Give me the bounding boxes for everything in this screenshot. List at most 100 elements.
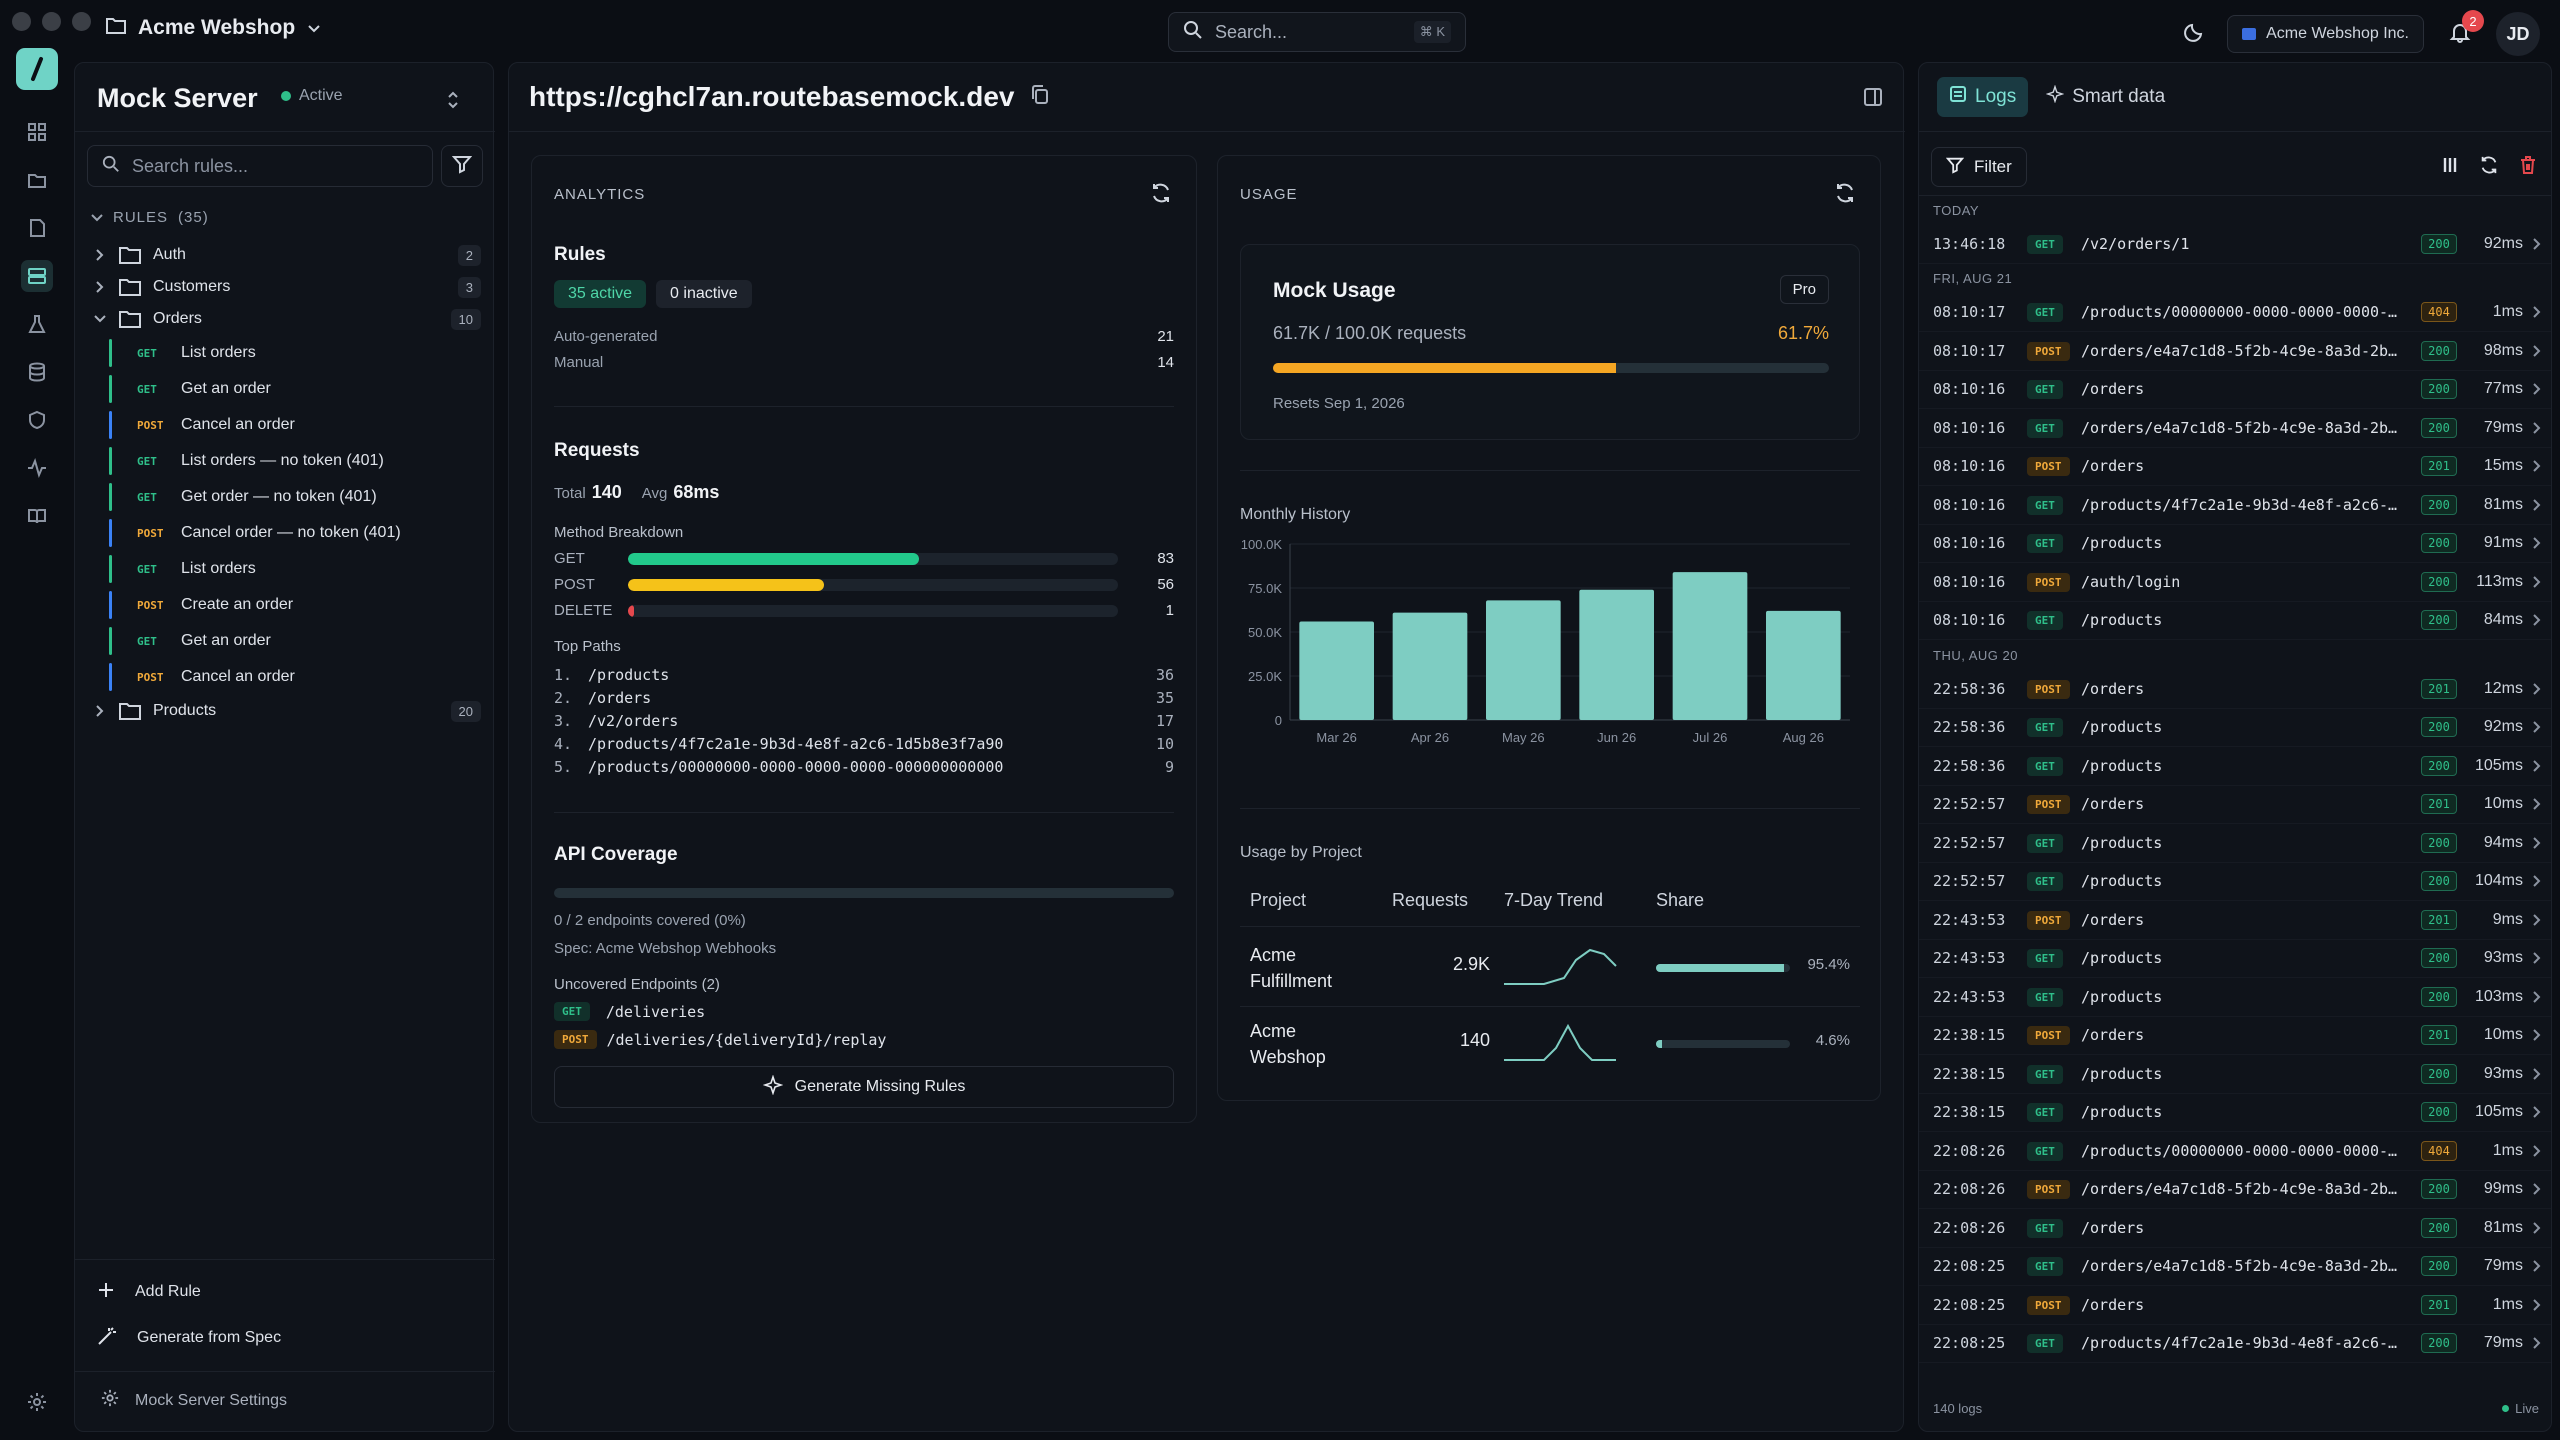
log-row[interactable]: 22:52:57 POST/orders 201 10ms	[1919, 786, 2551, 824]
close-window-button[interactable]	[12, 12, 31, 31]
global-search[interactable]: Search... ⌘ K	[1168, 12, 1466, 52]
columns-icon[interactable]	[2441, 156, 2459, 179]
log-row[interactable]: 08:10:16 GET/products/4f7c2a1e-9b3d-4e8f-…	[1919, 486, 2551, 525]
search-input[interactable]: Search rules...	[87, 145, 433, 187]
log-path: /products	[2081, 872, 2163, 891]
project-row[interactable]: Acme Webshop 140 4.6%	[1250, 1010, 1860, 1080]
project-row[interactable]: Acme Fulfillment 2.9K 95.4%	[1240, 934, 1860, 1007]
resets-text: Resets Sep 1, 2026	[1273, 395, 1405, 412]
activity-icon[interactable]	[21, 452, 53, 484]
app-logo[interactable]	[16, 48, 58, 90]
rule-item[interactable]: POST Create an order	[91, 587, 481, 623]
log-row[interactable]: 22:08:26 GET/orders 200 81ms	[1919, 1209, 2551, 1248]
trash-icon[interactable]	[2519, 155, 2537, 180]
rule-item[interactable]: GET Get order — no token (401)	[91, 479, 481, 515]
log-row[interactable]: 08:10:16 POST/orders 201 15ms	[1919, 448, 2551, 486]
log-row[interactable]: 22:52:57 GET/products 200 104ms	[1919, 863, 2551, 901]
log-row[interactable]: 22:38:15 GET/products 200 105ms	[1919, 1094, 2551, 1132]
rule-item[interactable]: GET List orders	[91, 335, 481, 371]
tab-smart-data[interactable]: Smart data	[2034, 77, 2177, 117]
log-row[interactable]: 22:08:26 GET/products/00000000-0000-0000-…	[1919, 1132, 2551, 1171]
rule-item[interactable]: GET List orders	[91, 551, 481, 587]
bar-mar-26[interactable]	[1299, 621, 1374, 720]
folder-customers[interactable]: Customers 3	[91, 271, 481, 303]
log-row[interactable]: 22:52:57 GET/products 200 94ms	[1919, 824, 2551, 863]
mock-server-icon[interactable]	[21, 260, 53, 292]
log-row[interactable]: 08:10:16 POST/auth/login 200 113ms	[1919, 563, 2551, 602]
project-switcher[interactable]: Acme Webshop	[106, 16, 321, 40]
log-row[interactable]: 22:43:53 GET/products 200 93ms	[1919, 940, 2551, 978]
generate-from-spec-button[interactable]: Generate from Spec	[97, 1315, 281, 1361]
mock-server-settings-button[interactable]: Mock Server Settings	[101, 1389, 287, 1412]
add-rule-button[interactable]: Add Rule	[97, 1269, 281, 1315]
folder-products[interactable]: Products 20	[91, 695, 481, 727]
log-row[interactable]: 22:43:53 GET/products 200 103ms	[1919, 978, 2551, 1017]
log-row[interactable]: 08:10:17 POST/orders/e4a7c1d8-5f2b-4c9e-8…	[1919, 332, 2551, 371]
log-row[interactable]: 08:10:16 GET/products 200 91ms	[1919, 525, 2551, 563]
tab-logs[interactable]: Logs	[1937, 77, 2029, 117]
log-row[interactable]: 08:10:17 GET/products/00000000-0000-0000-…	[1919, 294, 2551, 332]
log-method: GET	[2027, 534, 2081, 554]
log-row[interactable]: 22:08:26 POST/orders/e4a7c1d8-5f2b-4c9e-8…	[1919, 1171, 2551, 1209]
log-status: 200	[2415, 610, 2463, 631]
files-icon[interactable]	[21, 212, 53, 244]
log-row[interactable]: 22:58:36 GET/products 200 92ms	[1919, 709, 2551, 747]
refresh-icon[interactable]	[2479, 155, 2499, 180]
log-row[interactable]: 08:10:16 GET/orders 200 77ms	[1919, 371, 2551, 409]
rule-item[interactable]: POST Cancel order — no token (401)	[91, 515, 481, 551]
log-row[interactable]: 22:08:25 GET/orders/e4a7c1d8-5f2b-4c9e-8a…	[1919, 1248, 2551, 1286]
folder-auth[interactable]: Auth 2	[91, 239, 481, 271]
gear-icon[interactable]	[21, 1386, 53, 1418]
log-row[interactable]: 22:08:25 POST/orders 201 1ms	[1919, 1286, 2551, 1325]
log-row[interactable]: 22:58:36 GET/products 200 105ms	[1919, 747, 2551, 786]
collections-icon[interactable]	[21, 164, 53, 196]
bar-aug-26[interactable]	[1766, 610, 1841, 720]
log-row[interactable]: 22:38:15 POST/orders 201 10ms	[1919, 1017, 2551, 1055]
log-row[interactable]: 22:08:25 GET/products/4f7c2a1e-9b3d-4e8f-…	[1919, 1325, 2551, 1363]
database-icon[interactable]	[21, 356, 53, 388]
log-status: 200	[2415, 379, 2463, 400]
minimize-window-button[interactable]	[42, 12, 61, 31]
log-row[interactable]: 22:38:15 GET/products 200 93ms	[1919, 1055, 2551, 1094]
log-duration: 91ms	[2483, 534, 2523, 552]
expand-collapse-icon[interactable]	[445, 89, 461, 116]
log-path: /products	[2081, 949, 2163, 968]
toggle-panel-icon[interactable]	[1863, 87, 1883, 112]
uncovered-endpoint[interactable]: POST /deliveries/{deliveryId}/replay	[554, 1030, 886, 1049]
log-row[interactable]: 08:10:16 GET/orders/e4a7c1d8-5f2b-4c9e-8a…	[1919, 409, 2551, 448]
log-time: 22:08:25	[1933, 1257, 2006, 1276]
filter-button[interactable]	[441, 145, 483, 187]
zoom-window-button[interactable]	[72, 12, 91, 31]
dashboard-icon[interactable]	[21, 116, 53, 148]
filter-button[interactable]: Filter	[1931, 147, 2027, 187]
rules-header[interactable]: RULES (35)	[91, 209, 209, 226]
log-row[interactable]: 22:43:53 POST/orders 201 9ms	[1919, 901, 2551, 940]
rule-item[interactable]: GET Get an order	[91, 371, 481, 407]
bar-jul-26[interactable]	[1672, 572, 1748, 720]
rule-item[interactable]: POST Cancel an order	[91, 407, 481, 443]
rule-item[interactable]: GET List orders — no token (401)	[91, 443, 481, 479]
generate-missing-rules-button[interactable]: Generate Missing Rules	[554, 1066, 1174, 1108]
flask-icon[interactable]	[21, 308, 53, 340]
theme-toggle-icon[interactable]	[2183, 21, 2205, 48]
uncovered-endpoint[interactable]: GET /deliveries	[554, 1002, 705, 1021]
bar-apr-26[interactable]	[1392, 612, 1468, 720]
method-badge: POST	[2027, 795, 2070, 815]
bar-jun-26[interactable]	[1579, 589, 1654, 720]
rule-item[interactable]: GET Get an order	[91, 623, 481, 659]
folder-orders[interactable]: Orders 10	[91, 303, 481, 335]
refresh-icon[interactable]	[1834, 182, 1856, 209]
rule-item[interactable]: POST Cancel an order	[91, 659, 481, 695]
org-switcher[interactable]: Acme Webshop Inc.	[2227, 15, 2424, 53]
log-row[interactable]: 22:58:36 POST/orders 201 12ms	[1919, 670, 2551, 709]
refresh-icon[interactable]	[1150, 182, 1172, 209]
book-icon[interactable]	[21, 500, 53, 532]
top-path-row: 5. /products/00000000-0000-0000-0000-0000…	[554, 758, 1174, 776]
log-row[interactable]: 08:10:16 GET/products 200 84ms	[1919, 602, 2551, 640]
notifications-button[interactable]: 2	[2446, 10, 2484, 48]
shield-icon[interactable]	[21, 404, 53, 436]
copy-icon[interactable]	[1030, 81, 1050, 113]
log-row[interactable]: 13:46:18 GET/v2/orders/1 200 92ms	[1919, 225, 2551, 264]
bar-may-26[interactable]	[1486, 600, 1561, 720]
avatar[interactable]: JD	[2496, 12, 2540, 56]
